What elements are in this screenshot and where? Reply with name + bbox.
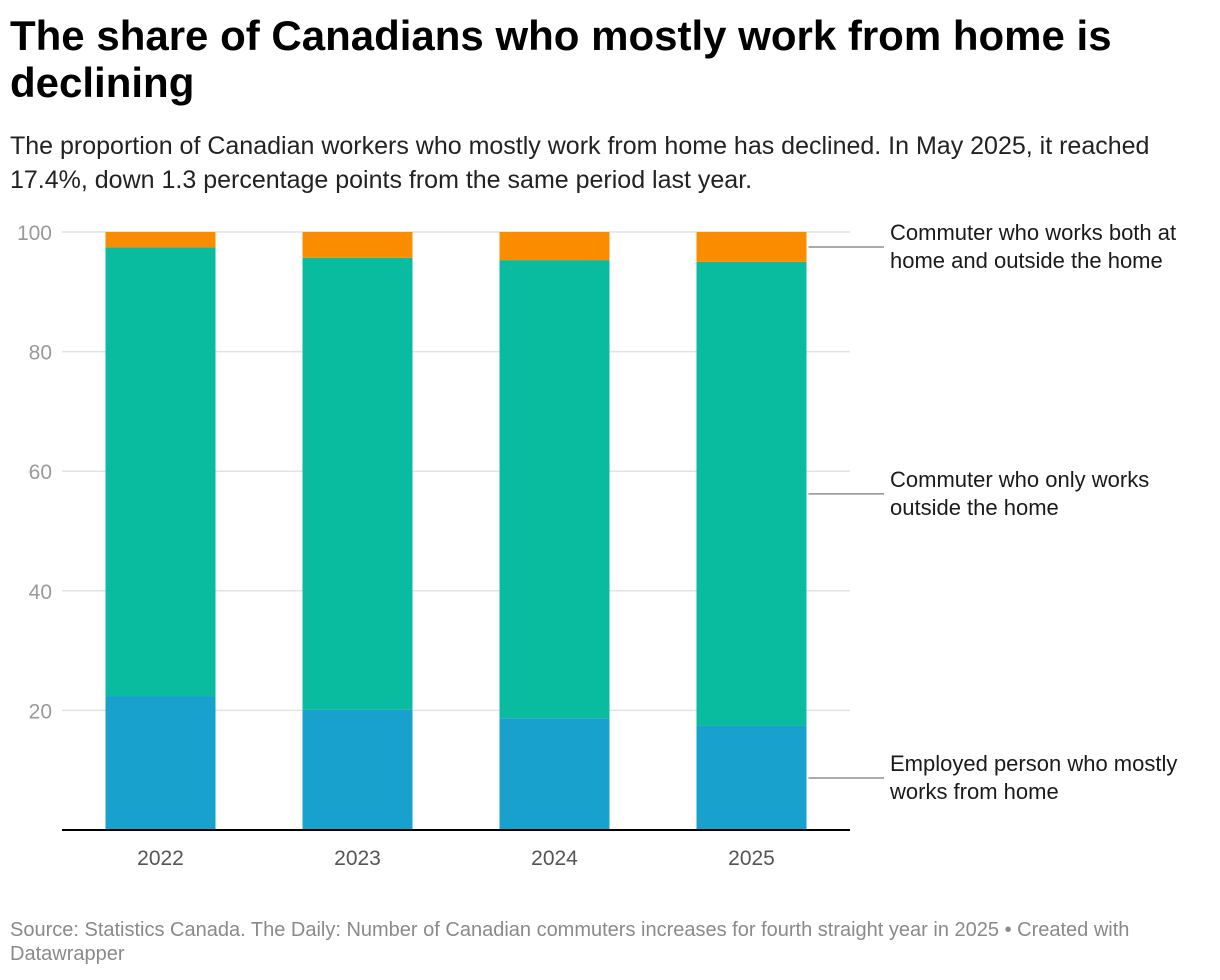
x-tick-label: 2023 (334, 847, 381, 870)
y-tick-label: 20 (29, 700, 52, 723)
bar-segment (499, 232, 610, 261)
chart-title: The share of Canadians who mostly work f… (10, 12, 1112, 106)
stacked-bar-chart: 20 40 60 80 100 2022 2023 2024 2025 Employed pe… (17, 220, 1177, 870)
x-tick-label: 2022 (137, 847, 184, 870)
x-tick-label: 2025 (728, 847, 775, 870)
series-label: Employed person who mostly works from hom… (889, 751, 1177, 804)
x-axis-tick-labels: 2022 2023 2024 2025 (137, 847, 775, 870)
bar-segment (696, 725, 807, 830)
y-tick-label: 60 (29, 461, 52, 484)
bar-segment (499, 260, 610, 719)
source-note: Source: Statistics Canada. The Daily: Nu… (10, 919, 999, 941)
bar-segment (696, 232, 807, 262)
x-tick-label: 2024 (531, 847, 578, 870)
y-axis-tick-labels: 20 40 60 80 100 (17, 222, 52, 723)
bar-segment (105, 696, 216, 830)
bar-segment (696, 261, 807, 726)
bar-segment (302, 257, 413, 710)
bars (105, 232, 807, 830)
series-label: Commuter who works both at home and outsi… (890, 220, 1176, 273)
bar-segment (302, 709, 413, 830)
y-tick-label: 100 (17, 222, 52, 245)
credit-note: Created with Datawrapper (10, 919, 1130, 965)
footer-separator: • (1004, 919, 1012, 941)
chart-footer: Source: Statistics Canada. The Daily: Nu… (10, 918, 1200, 966)
bar-segment (302, 232, 413, 258)
y-tick-label: 80 (29, 342, 52, 365)
bar-segment (499, 718, 610, 830)
bar-segment (105, 232, 216, 248)
series-label: Commuter who only works outside the home (890, 467, 1149, 520)
y-tick-label: 40 (29, 581, 52, 604)
series-labels: Employed person who mostly works from hom… (808, 220, 1177, 804)
chart-subtitle: The proportion of Canadian workers who m… (10, 132, 1150, 194)
bar-segment (105, 247, 216, 697)
